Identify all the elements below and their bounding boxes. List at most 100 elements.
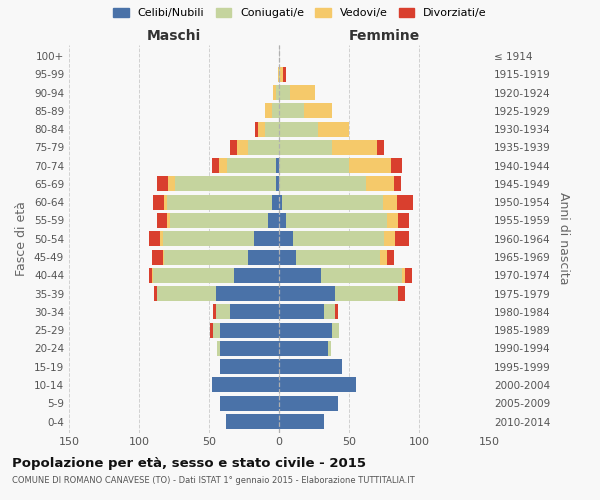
Bar xyxy=(265,122,279,136)
Bar xyxy=(276,85,279,100)
Bar xyxy=(384,232,395,246)
Bar xyxy=(402,268,405,283)
Bar xyxy=(278,67,279,82)
Bar xyxy=(335,286,398,301)
Bar xyxy=(282,194,383,210)
Bar xyxy=(248,250,279,264)
Bar xyxy=(164,250,248,264)
Bar xyxy=(394,176,401,192)
Bar xyxy=(318,122,349,136)
Bar xyxy=(255,122,258,136)
Bar xyxy=(258,122,265,136)
Bar xyxy=(391,158,402,173)
Bar xyxy=(237,140,248,155)
Bar xyxy=(398,286,405,301)
Bar xyxy=(387,213,398,228)
Bar xyxy=(279,232,293,246)
Bar xyxy=(230,140,237,155)
Bar xyxy=(220,359,279,374)
Bar xyxy=(175,176,276,192)
Bar xyxy=(279,194,282,210)
Bar xyxy=(380,250,387,264)
Bar xyxy=(405,268,412,283)
Bar xyxy=(153,194,164,210)
Bar xyxy=(290,85,316,100)
Bar xyxy=(279,104,304,118)
Bar xyxy=(153,268,234,283)
Bar xyxy=(280,67,283,82)
Bar xyxy=(279,158,349,173)
Bar xyxy=(211,322,213,338)
Bar xyxy=(279,85,290,100)
Bar xyxy=(279,396,338,410)
Text: Maschi: Maschi xyxy=(147,28,201,42)
Bar xyxy=(219,158,227,173)
Bar xyxy=(286,213,387,228)
Bar xyxy=(279,176,366,192)
Bar xyxy=(383,194,397,210)
Text: COMUNE DI ROMANO CANAVESE (TO) - Dati ISTAT 1° gennaio 2015 - Elaborazione TUTTI: COMUNE DI ROMANO CANAVESE (TO) - Dati IS… xyxy=(12,476,415,485)
Bar xyxy=(279,213,286,228)
Bar xyxy=(377,140,384,155)
Bar xyxy=(212,158,219,173)
Bar xyxy=(248,140,279,155)
Bar xyxy=(279,140,332,155)
Bar xyxy=(220,396,279,410)
Y-axis label: Anni di nascita: Anni di nascita xyxy=(557,192,570,285)
Bar xyxy=(163,250,164,264)
Bar xyxy=(279,359,342,374)
Bar xyxy=(296,250,380,264)
Bar xyxy=(170,213,268,228)
Bar xyxy=(160,232,163,246)
Bar xyxy=(279,250,296,264)
Bar xyxy=(268,213,279,228)
Bar xyxy=(254,232,279,246)
Bar xyxy=(279,322,332,338)
Bar xyxy=(272,104,279,118)
Bar xyxy=(276,158,279,173)
Bar xyxy=(332,322,339,338)
Legend: Celibi/Nubili, Coniugati/e, Vedovi/e, Divorziati/e: Celibi/Nubili, Coniugati/e, Vedovi/e, Di… xyxy=(109,3,491,22)
Bar xyxy=(279,67,280,82)
Bar xyxy=(213,322,220,338)
Bar xyxy=(321,268,402,283)
Bar xyxy=(169,176,175,192)
Bar xyxy=(216,304,230,320)
Bar xyxy=(149,232,160,246)
Bar xyxy=(366,176,394,192)
Text: Femmine: Femmine xyxy=(349,28,419,42)
Bar xyxy=(279,378,356,392)
Bar xyxy=(216,286,279,301)
Bar xyxy=(397,194,413,210)
Bar xyxy=(332,140,377,155)
Bar xyxy=(220,322,279,338)
Bar xyxy=(152,268,153,283)
Bar xyxy=(157,176,169,192)
Bar xyxy=(213,304,216,320)
Bar xyxy=(279,414,324,429)
Bar xyxy=(164,194,167,210)
Bar xyxy=(226,414,279,429)
Bar xyxy=(163,232,254,246)
Bar xyxy=(324,304,335,320)
Bar xyxy=(230,304,279,320)
Bar xyxy=(279,304,324,320)
Bar xyxy=(293,232,384,246)
Bar xyxy=(154,286,157,301)
Bar xyxy=(335,304,338,320)
Bar xyxy=(272,194,279,210)
Bar xyxy=(227,158,276,173)
Bar xyxy=(265,104,272,118)
Bar xyxy=(349,158,391,173)
Bar xyxy=(274,85,276,100)
Text: Popolazione per età, sesso e stato civile - 2015: Popolazione per età, sesso e stato civil… xyxy=(12,458,366,470)
Bar xyxy=(217,341,220,356)
Bar xyxy=(279,286,335,301)
Bar xyxy=(279,341,328,356)
Bar xyxy=(398,213,409,228)
Bar xyxy=(157,286,216,301)
Bar xyxy=(212,378,279,392)
Bar xyxy=(149,268,152,283)
Bar xyxy=(276,176,279,192)
Bar xyxy=(167,194,272,210)
